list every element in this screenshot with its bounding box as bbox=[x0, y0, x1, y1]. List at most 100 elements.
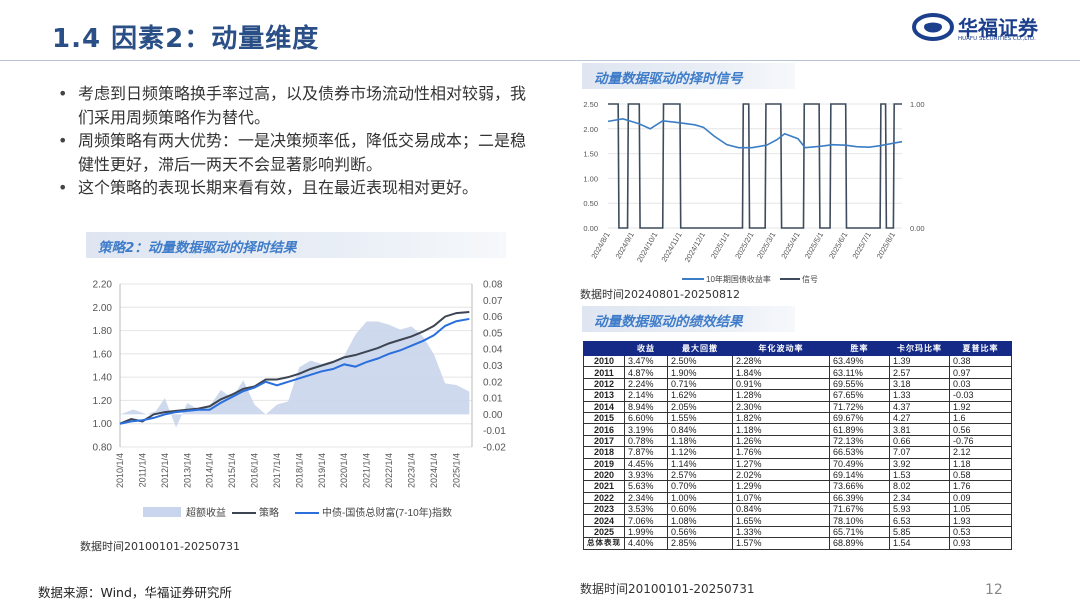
y-right-tick-label: 0.04 bbox=[483, 345, 503, 356]
table-row-label: 2019 bbox=[583, 457, 625, 470]
table-cell: 0.93 bbox=[949, 537, 1012, 550]
table-cell: 1.6 bbox=[949, 411, 1012, 425]
table-row: 2022 2.34% 1.00% 1.07% 66.39% 2.34 0.09 bbox=[583, 491, 1012, 505]
x-tick-label: 2024/12/1 bbox=[683, 231, 707, 264]
timing-signal-chart: 2.502.001.501.000.500.001.000.002024/8/1… bbox=[583, 100, 925, 284]
table-cell: 7.07 bbox=[889, 446, 950, 459]
table-cell: 2.85% bbox=[667, 537, 733, 550]
table-cell: 0.58 bbox=[949, 468, 1012, 482]
table-cell: -0.76 bbox=[949, 434, 1012, 448]
table-cell: 4.87% bbox=[624, 366, 668, 379]
table-cell: 0.78% bbox=[624, 434, 668, 448]
legend-label-strategy: 策略 bbox=[259, 506, 279, 519]
legend-swatch-excess bbox=[143, 507, 181, 517]
table-cell: 1.99% bbox=[624, 525, 668, 539]
x-tick-label: 2024/1/4 bbox=[429, 453, 439, 488]
table-cell: 0.84% bbox=[667, 423, 733, 436]
x-tick-label: 2025/1/4 bbox=[451, 453, 461, 488]
strategy-section-title: 策略2：动量数据驱动的择时结果 bbox=[98, 240, 297, 256]
y-right-tick-label: -0.02 bbox=[483, 443, 506, 454]
y-right-tick-label: 0.07 bbox=[483, 296, 503, 307]
table-cell: 1.92 bbox=[949, 400, 1012, 413]
table-row-label: 2017 bbox=[583, 434, 625, 448]
table-cell: 4.27 bbox=[889, 411, 950, 425]
bullet-item: 这个策略的表现长期来看有效，且在最近表现相对更好。 bbox=[58, 176, 536, 200]
table-cell: 5.93 bbox=[889, 503, 950, 516]
table-cell: 0.60% bbox=[667, 503, 733, 516]
table-row: 总体表现 4.40% 2.85% 1.57% 68.89% 1.54 0.93 bbox=[583, 537, 1012, 550]
table-cell: 6.60% bbox=[624, 411, 668, 425]
company-logo: 华福证券 HUAFU SECURITIES CO.,LTD. bbox=[912, 10, 1062, 48]
y-right-tick-label: 0.00 bbox=[483, 410, 503, 421]
x-tick-label: 2025/8/1 bbox=[875, 231, 897, 261]
y-right-tick-label: 0.02 bbox=[483, 377, 503, 388]
table-cell: 0.84% bbox=[732, 503, 830, 516]
chart1-period-note: 数据时间20100101-20250731 bbox=[80, 540, 240, 553]
table-cell: 3.81 bbox=[889, 423, 950, 436]
table-cell: 2.05% bbox=[667, 400, 733, 413]
table-cell: 7.87% bbox=[624, 446, 668, 459]
table-cell: 0.70% bbox=[667, 480, 733, 493]
table-cell: -0.03 bbox=[949, 389, 1012, 402]
table-cell: 0.71% bbox=[667, 377, 733, 391]
table-column-header: 卡尔玛比率 bbox=[889, 341, 950, 356]
table-column-header: 最大回撤 bbox=[667, 341, 733, 356]
table-cell: 5.63% bbox=[624, 480, 668, 493]
table-cell: 72.13% bbox=[829, 434, 890, 448]
table-cell: 5.85 bbox=[889, 525, 950, 539]
table-cell: 2.57% bbox=[667, 468, 733, 482]
table-cell: 2.30% bbox=[732, 400, 830, 413]
table-cell: 0.53 bbox=[949, 525, 1012, 539]
perf-section-title: 动量数据驱动的绩效结果 bbox=[594, 314, 743, 330]
series-line-index bbox=[119, 317, 470, 425]
x-tick-label: 2018/1/4 bbox=[294, 453, 304, 488]
x-tick-label: 2025/1/1 bbox=[709, 231, 731, 261]
table-cell: 1.18% bbox=[732, 423, 830, 436]
y-left-tick-label: 2.50 bbox=[583, 100, 598, 109]
table-row-label: 2015 bbox=[583, 411, 625, 425]
table-row-label: 总体表现 bbox=[583, 537, 625, 550]
signal-section-header: 动量数据驱动的择时信号 bbox=[582, 63, 795, 89]
table-row-label: 2012 bbox=[583, 377, 625, 391]
y-left-tick-label: 1.00 bbox=[583, 174, 598, 183]
table-cell: 7.06% bbox=[624, 514, 668, 527]
y-left-tick-label: 1.80 bbox=[93, 326, 113, 337]
y-right-tick-label: 0.01 bbox=[483, 394, 503, 405]
table-cell: 0.56 bbox=[949, 423, 1012, 436]
table-cell: 67.65% bbox=[829, 389, 890, 402]
table-cell: 65.71% bbox=[829, 525, 890, 539]
y-left-tick-label: 0.80 bbox=[93, 443, 113, 454]
table-cell: 8.94% bbox=[624, 400, 668, 413]
page-title: 1.4 因素2：动量维度 bbox=[52, 24, 320, 54]
table-cell: 1.05 bbox=[949, 503, 1012, 516]
y-right-tick-label: 0.06 bbox=[483, 312, 503, 323]
strategy-section-header: 策略2：动量数据驱动的择时结果 bbox=[86, 232, 506, 258]
table-cell: 71.72% bbox=[829, 400, 890, 413]
y-right-tick-label: -0.01 bbox=[483, 426, 506, 437]
table-cell: 0.38 bbox=[949, 354, 1012, 368]
table-cell: 2.28% bbox=[732, 354, 830, 368]
x-tick-label: 2012/1/4 bbox=[160, 453, 170, 488]
table-cell: 2.50% bbox=[667, 354, 733, 368]
table-row: 2017 0.78% 1.18% 1.26% 72.13% 0.66 -0.76 bbox=[583, 434, 1012, 448]
table-cell: 0.03 bbox=[949, 377, 1012, 391]
table-cell: 2.34 bbox=[889, 491, 950, 505]
bullet-list: 考虑到日频策略换手率过高，以及债券市场流动性相对较弱，我们采用周频策略作为替代。… bbox=[58, 82, 536, 200]
table-period-note: 数据时间20100101-20250731 bbox=[580, 582, 755, 596]
perf-section-header: 动量数据驱动的绩效结果 bbox=[582, 306, 795, 332]
table-row: 2010 3.47% 2.50% 2.28% 63.49% 1.39 0.38 bbox=[583, 354, 1012, 368]
table-row-label: 2020 bbox=[583, 468, 625, 482]
table-cell: 68.89% bbox=[829, 537, 890, 550]
table-cell: 1.08% bbox=[667, 514, 733, 527]
y-right-tick-label: 1.00 bbox=[910, 100, 925, 109]
y-right-tick-label: 0.03 bbox=[483, 361, 503, 372]
bullet-item: 周频策略有两大优势：一是决策频率低，降低交易成本；二是稳健性更好，滞后一两天不会… bbox=[58, 129, 536, 176]
table-cell: 2.14% bbox=[624, 389, 668, 402]
table-row-label: 2010 bbox=[583, 354, 625, 368]
table-cell: 4.40% bbox=[624, 537, 668, 550]
table-row-label: 2018 bbox=[583, 446, 625, 459]
table-cell: 1.12% bbox=[667, 446, 733, 459]
page-number: 12 bbox=[985, 582, 1003, 598]
y-right-tick-label: 0.00 bbox=[910, 224, 925, 233]
legend-label-yield: 10年期国债收益率 bbox=[706, 274, 771, 284]
